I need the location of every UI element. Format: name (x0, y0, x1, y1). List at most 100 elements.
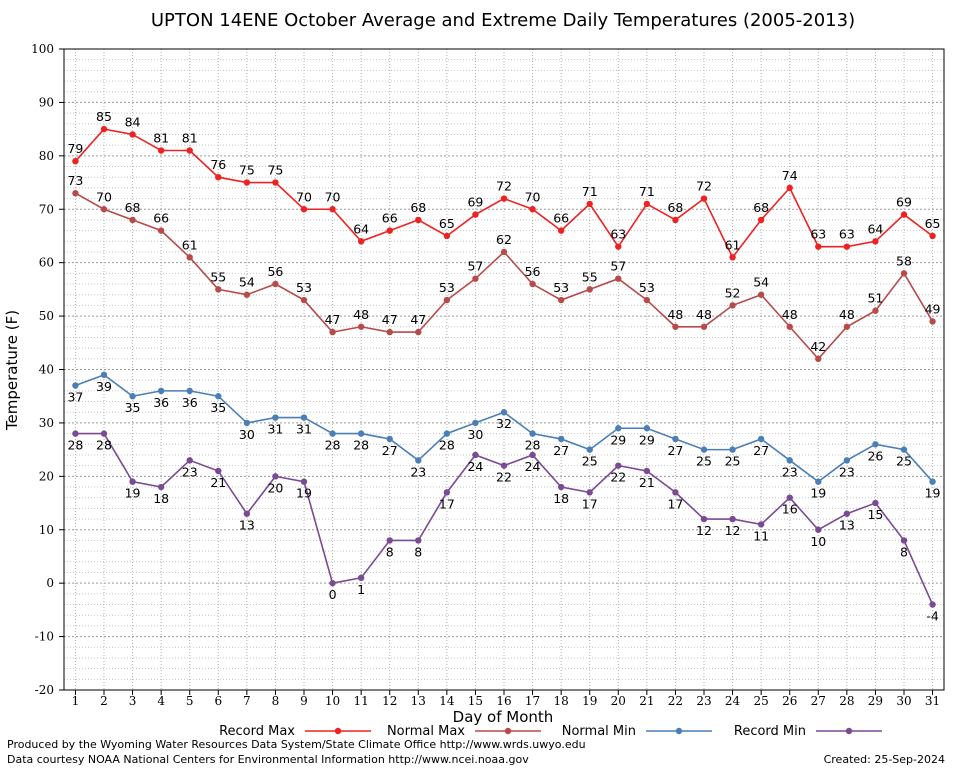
normal-max-point (72, 190, 79, 197)
record-max-point (329, 206, 336, 213)
normal-min-point (415, 457, 422, 464)
normal-max-point (386, 328, 393, 336)
record-max-data-label: 72 (696, 179, 712, 194)
record-min-point (615, 462, 622, 469)
normal-min-data-label: 28 (439, 438, 455, 453)
normal-max-data-label: 53 (296, 280, 312, 295)
record-max-data-label: 68 (753, 200, 769, 215)
record-min-data-label: 21 (639, 475, 655, 490)
record-min-point (329, 579, 336, 587)
normal-min-data-label: 28 (325, 438, 341, 453)
record-min-point (472, 451, 479, 459)
normal-max-point (815, 355, 822, 363)
y-tick-label: -10 (35, 630, 54, 644)
x-tick-label: 31 (925, 694, 940, 708)
x-axis-label: Day of Month (453, 708, 554, 726)
footer-data-courtesy: Data courtesy NOAA National Centers for … (7, 753, 529, 766)
normal-max-data-label: 49 (925, 301, 941, 316)
record-min-point (500, 462, 508, 469)
normal-max-point (243, 291, 251, 298)
y-tick-label: 60 (39, 256, 54, 270)
normal-max-data-label: 48 (353, 307, 369, 322)
record-min-data-label: 21 (210, 475, 226, 490)
x-tick-label: 25 (754, 694, 769, 708)
normal-max-data-label: 53 (439, 280, 455, 295)
normal-min-data-label: 29 (610, 432, 626, 447)
x-tick-label: 22 (668, 694, 683, 708)
record-min-point (415, 537, 422, 544)
record-max-data-label: 70 (296, 189, 312, 204)
y-tick-label: 40 (39, 363, 54, 377)
x-tick-label: 23 (696, 694, 711, 708)
x-tick-label: 19 (582, 694, 597, 708)
y-tick-label: 80 (39, 149, 54, 163)
normal-min-point (329, 430, 336, 437)
x-axis-ticks: 1 2 3 4 5 6 7 8 9 10 11 12 13 14 15 16 17 18 19 20 21 22 23 24 2… (72, 690, 940, 708)
x-tick-label: 2 (100, 694, 108, 708)
record-min-point (586, 489, 593, 496)
record-min-point (72, 430, 79, 437)
normal-max-point (329, 328, 336, 336)
record-min-point (129, 478, 136, 485)
record-max-data-label: 65 (439, 216, 455, 231)
record-max-point (643, 200, 651, 208)
record-max-point (700, 195, 708, 202)
normal-max-point (157, 227, 165, 234)
record-min-point (215, 467, 222, 475)
normal-max-data-label: 42 (810, 339, 826, 354)
record-max-data-label: 75 (239, 163, 255, 178)
record-max-point (186, 147, 193, 154)
normal-max-point (872, 307, 879, 314)
record-max-data-label: 75 (267, 163, 283, 178)
normal-min-data-label: 23 (410, 464, 426, 479)
normal-min-data-label: 25 (896, 454, 912, 469)
footer-produced-by: Produced by the Wyoming Water Resources … (7, 738, 586, 751)
normal-max-point (472, 275, 479, 282)
record-min-data-label: 19 (125, 486, 141, 501)
normal-max-point (615, 275, 622, 282)
record-min-data-label: 16 (782, 502, 798, 517)
record-min-point (529, 451, 536, 459)
record-min-data-label: 8 (900, 544, 908, 559)
x-tick-label: 1 (72, 694, 80, 708)
x-tick-label: 6 (214, 694, 222, 708)
normal-min-point (815, 478, 822, 485)
record-max-data-label: 70 (525, 189, 541, 204)
record-max-point (472, 211, 479, 218)
normal-min-data-label: 36 (182, 395, 198, 410)
record-min-data-label: 12 (696, 523, 712, 538)
normal-max-point (300, 296, 308, 304)
normal-max-point (215, 286, 222, 293)
legend-marker-record-min (845, 727, 853, 735)
x-tick-label: 8 (272, 694, 280, 708)
record-min-data-label: 24 (525, 459, 541, 474)
normal-min-data-label: 37 (67, 390, 83, 405)
record-max-data-label: 66 (553, 211, 569, 226)
x-tick-label: 14 (439, 694, 455, 708)
normal-min-point (443, 430, 451, 437)
record-min-point (157, 483, 165, 491)
normal-min-point (100, 371, 108, 379)
record-min-point (900, 537, 908, 544)
record-max-point (729, 254, 736, 261)
x-tick-label: 28 (839, 694, 854, 708)
normal-max-data-label: 53 (553, 280, 569, 295)
x-tick-label: 10 (325, 694, 340, 708)
series-layer (72, 125, 936, 608)
normal-min-data-label: 19 (925, 486, 941, 501)
normal-max-point (529, 280, 536, 288)
record-max-data-label: 71 (582, 184, 598, 199)
record-min-data-label: 15 (867, 507, 883, 522)
record-max-data-label: 65 (925, 216, 941, 231)
normal-max-data-label: 48 (696, 307, 712, 322)
normal-min-point (72, 382, 79, 389)
normal-min-data-label: 23 (839, 464, 855, 479)
legend-label-record-min: Record Min (734, 724, 806, 739)
normal-max-point (900, 270, 908, 277)
normal-min-point (786, 457, 793, 464)
record-max-data-label: 85 (96, 109, 112, 124)
x-tick-label: 27 (811, 694, 826, 708)
record-max-data-label: 66 (382, 211, 398, 226)
record-max-point (100, 125, 108, 133)
legend-label-normal-min: Normal Min (562, 724, 636, 739)
